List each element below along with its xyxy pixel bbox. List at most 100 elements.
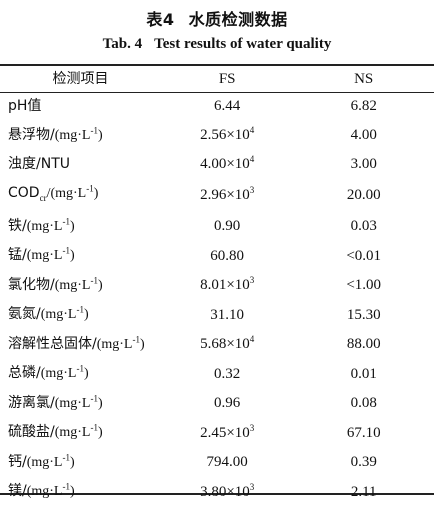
cell-ns: 0.08 [350, 395, 377, 412]
item-name: 氯化物/ [8, 276, 55, 293]
unit-close: ) [83, 366, 89, 382]
fs-value: 8.01×10 [200, 277, 250, 294]
cell-ns: 0.01 [350, 365, 377, 382]
table-number-cn: 表4 [146, 10, 175, 29]
header-item: 检测项目 [52, 71, 109, 87]
item-name: 溶解性总固体/ [8, 335, 97, 352]
cell-ns: 0.39 [350, 454, 377, 471]
fs-value: 794.00 [206, 454, 248, 471]
item-unit: (mg·L-1) [41, 363, 89, 382]
fs-value: 5.68×10 [200, 336, 250, 353]
cell-item: 浊度/NTU [0, 150, 161, 179]
cell-ns: 67.10 [346, 424, 381, 441]
unit-close: ) [69, 454, 75, 470]
item-name: 铁/ [8, 217, 27, 234]
cell-ns: 0.03 [350, 218, 377, 235]
fs-exponent: 4 [249, 154, 255, 164]
unit-exponent: -1 [86, 182, 94, 193]
cell-fs: 31.10 [161, 300, 293, 330]
unit-close: ) [69, 484, 75, 500]
unit-exponent: -1 [132, 334, 140, 345]
table-row: 游离氯/(mg·L-1) 0.96 0.08 [0, 389, 434, 419]
item-unit: (mg·L-1) [54, 422, 103, 441]
cell-fs: 3.80×103 [161, 477, 293, 507]
unit-base: (mg·L [96, 336, 133, 352]
fs-exponent: 3 [249, 481, 255, 492]
cell-item: 溶解性总固体/(mg·L-1) [0, 330, 161, 360]
table-number-en: Tab. 4 [102, 36, 143, 52]
cell-item: pH值 [0, 92, 161, 121]
unit-exponent: -1 [90, 422, 98, 433]
cell-item: 总磷/(mg·L-1) [0, 359, 161, 389]
unit-base: (mg·L [26, 484, 63, 500]
unit-base: (mg·L [54, 425, 91, 441]
item-name: 硫酸盐/ [8, 424, 55, 441]
table-caption-en: Tab. 4 Test results of water quality [0, 36, 434, 53]
cell-item: 游离氯/(mg·L-1) [0, 389, 161, 419]
cell-ns: <1.00 [346, 277, 382, 294]
item-name: pH值 [8, 98, 42, 114]
table-header-row: 检测项目 FS NS [0, 66, 434, 92]
unit-exponent: -1 [62, 216, 70, 227]
unit-exponent: -1 [90, 124, 98, 135]
table-row: 硫酸盐/(mg·L-1) 2.45×103 67.10 [0, 418, 434, 448]
fs-exponent: 4 [249, 334, 255, 345]
item-unit: (mg·L-1) [55, 124, 103, 143]
table-row: 总磷/(mg·L-1) 0.32 0.01 [0, 359, 434, 389]
item-unit: (mg·L-1) [26, 216, 75, 234]
item-name: 总磷/ [8, 365, 41, 382]
fs-value: 0.32 [214, 365, 241, 382]
unit-close: ) [97, 127, 103, 143]
cell-item: 氨氮/(mg·L-1) [0, 300, 161, 330]
unit-close: ) [83, 307, 89, 323]
cell-fs: 6.44 [161, 92, 293, 121]
fs-value: 2.56×10 [200, 127, 250, 143]
unit-exponent: -1 [90, 393, 98, 404]
unit-close: ) [93, 185, 99, 201]
unit-exponent: -1 [62, 452, 70, 463]
header-fs: FS [218, 71, 236, 87]
unit-base: (mg·L [26, 454, 63, 470]
item-unit: (mg·L-1) [96, 334, 145, 352]
table-row: 钙/(mg·L-1) 794.00 0.39 [0, 448, 434, 478]
cell-ns: 20.00 [346, 186, 381, 203]
table-header-rule [0, 92, 434, 93]
cell-item: 氯化物/(mg·L-1) [0, 271, 161, 301]
fs-value: 4.00×10 [200, 156, 250, 172]
fs-value: 31.10 [210, 306, 245, 323]
cell-fs: 60.80 [161, 241, 293, 271]
fs-exponent: 3 [249, 422, 255, 433]
cell-fs: 0.96 [161, 389, 293, 419]
cell-ns: 15.30 [346, 306, 381, 323]
table-row: pH值 6.44 6.82 [0, 92, 434, 121]
unit-exponent: -1 [76, 363, 84, 374]
unit-base: (mg·L [54, 395, 91, 411]
unit-base: /(mg·L [46, 185, 87, 201]
table-row: CODcr/(mg·L-1) 2.96×103 20.00 [0, 179, 434, 212]
cell-fs: 2.96×103 [161, 179, 293, 212]
item-unit: (mg·L-1) [54, 393, 103, 411]
cell-fs: 5.68×104 [161, 330, 293, 360]
table-row: 浊度/NTU 4.00×104 3.00 [0, 150, 434, 179]
item-unit: (mg·L-1) [40, 304, 89, 323]
unit-base: (mg·L [26, 248, 63, 264]
unit-exponent: -1 [76, 304, 84, 315]
unit-close: ) [69, 248, 75, 264]
item-unit: /(mg·L-1) [46, 182, 99, 201]
table-row: 溶解性总固体/(mg·L-1) 5.68×104 88.00 [0, 330, 434, 360]
table-row: 氨氮/(mg·L-1) 31.10 15.30 [0, 300, 434, 330]
table-row: 镁/(mg·L-1) 3.80×103 2.11 [0, 477, 434, 507]
cell-fs: 8.01×103 [161, 271, 293, 301]
item-name: 镁/ [8, 483, 27, 500]
unit-close: ) [139, 336, 145, 352]
fs-value: 60.80 [210, 247, 245, 264]
fs-value: 6.44 [214, 98, 241, 114]
unit-base: (mg·L [26, 218, 63, 234]
fs-value: 0.90 [214, 218, 241, 235]
water-quality-table: 检测项目 FS NS pH值 6.44 6.82 悬浮物/(mg·L-1) 2.56×1… [0, 66, 434, 507]
cell-item: 锰/(mg·L-1) [0, 241, 161, 271]
unit-base: (mg·L [40, 307, 77, 323]
cell-ns: 88.00 [346, 336, 381, 353]
table-top-rule [0, 64, 434, 66]
item-unit: (mg·L-1) [26, 482, 75, 500]
